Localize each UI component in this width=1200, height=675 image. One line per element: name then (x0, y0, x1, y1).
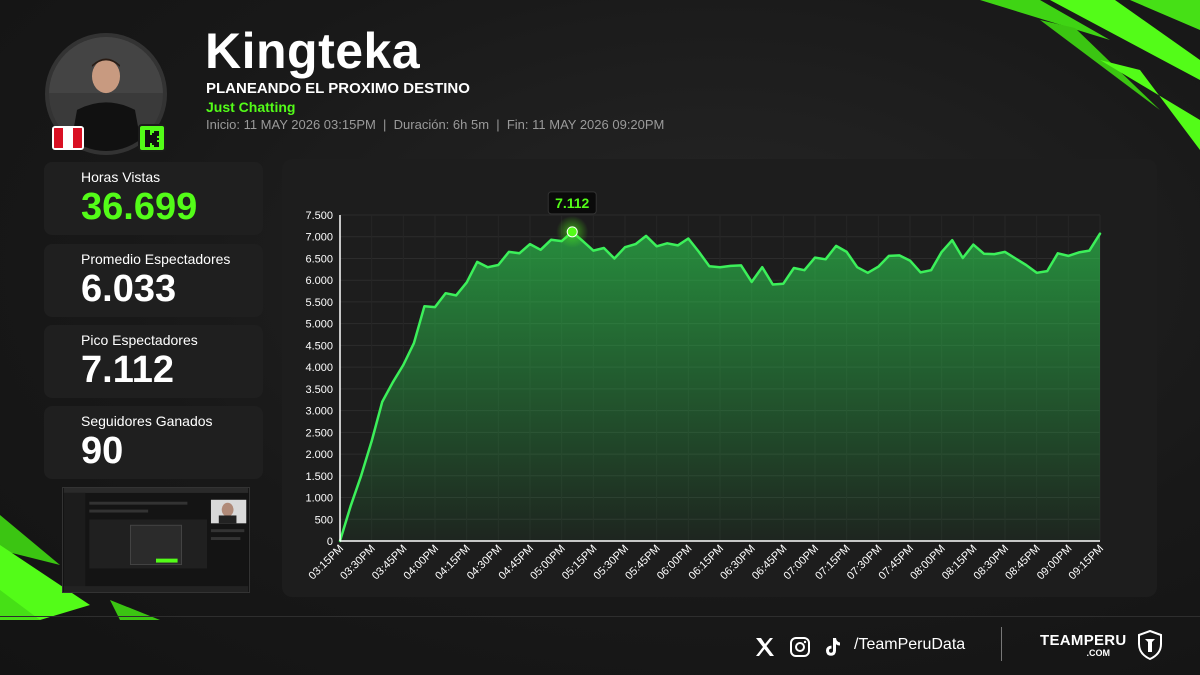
stat-label: Seguidores Ganados (81, 413, 213, 429)
x-icon[interactable] (754, 633, 776, 661)
y-tick-label: 4.000 (305, 362, 333, 374)
series-area (340, 231, 1100, 541)
stream-thumbnail (62, 487, 250, 593)
shield-icon (1138, 630, 1162, 660)
stat-label: Horas Vistas (81, 169, 161, 185)
stat-value: 90 (81, 430, 124, 472)
peak-label: 7.112 (555, 195, 589, 211)
y-tick-label: 2.000 (305, 449, 333, 461)
brand-name: TEAMPERU (1040, 632, 1127, 649)
chart-panel: 0 500 1.000 1.500 2.000 2.500 3.000 3.500 4.000 4… (282, 159, 1157, 597)
y-tick-label: 2.500 (305, 427, 333, 439)
stat-card-hours-watched: Horas Vistas 36.699 (44, 162, 263, 235)
footer-vertical-divider (1001, 627, 1002, 661)
y-tick-label: 1.500 (305, 471, 333, 483)
brand-logo: TEAMPERU .COM (1040, 632, 1127, 658)
y-tick-label: 5.000 (305, 319, 333, 331)
kick-logo-icon (138, 124, 166, 152)
stat-value: 6.033 (81, 268, 177, 310)
viewers-chart: 0 500 1.000 1.500 2.000 2.500 3.000 3.500 4.000 4… (305, 191, 1107, 583)
peak-label-box (547, 191, 597, 215)
y-tick-label: 6.000 (305, 275, 333, 287)
tiktok-icon[interactable] (822, 633, 842, 661)
streamer-name: Kingteka (205, 23, 421, 79)
social-handle[interactable]: /TeamPeruData (854, 636, 966, 653)
series-line (338, 230, 1102, 543)
y-tick-label: 3.500 (305, 384, 333, 396)
stat-label: Promedio Espectadores (81, 251, 231, 267)
stat-value: 36.699 (81, 186, 198, 228)
stat-card-peak-viewers: Pico Espectadores 7.112 (44, 325, 263, 398)
y-tick-label: 4.500 (305, 340, 333, 352)
stat-value: 7.112 (81, 349, 174, 391)
y-tick-label: 3.000 (305, 406, 333, 418)
stream-category: Just Chatting (206, 99, 296, 115)
stat-label: Pico Espectadores (81, 332, 198, 348)
y-tick-label: 6.500 (305, 253, 333, 265)
y-tick-label: 500 (315, 514, 333, 526)
instagram-icon[interactable] (789, 633, 811, 661)
peak-point (566, 226, 578, 238)
y-tick-label: 0 (327, 536, 333, 548)
x-tick-label: 09:15PM (1067, 543, 1107, 583)
peru-flag-icon (52, 126, 84, 150)
stat-card-followers-gained: Seguidores Ganados 90 (44, 406, 263, 479)
footer-divider (0, 616, 1200, 617)
y-tick-label: 7.000 (305, 232, 333, 244)
brand-suffix: .COM (1086, 648, 1111, 658)
y-tick-label: 5.500 (305, 297, 333, 309)
stat-card-average-viewers: Promedio Espectadores 6.033 (44, 244, 263, 317)
y-tick-label: 1.000 (305, 493, 333, 505)
stream-meta: Inicio: 11 MAY 2026 03:15PM | Duración: … (206, 117, 665, 132)
stream-title: PLANEANDO EL PROXIMO DESTINO (206, 80, 470, 97)
y-tick-label: 7.500 (305, 210, 333, 222)
